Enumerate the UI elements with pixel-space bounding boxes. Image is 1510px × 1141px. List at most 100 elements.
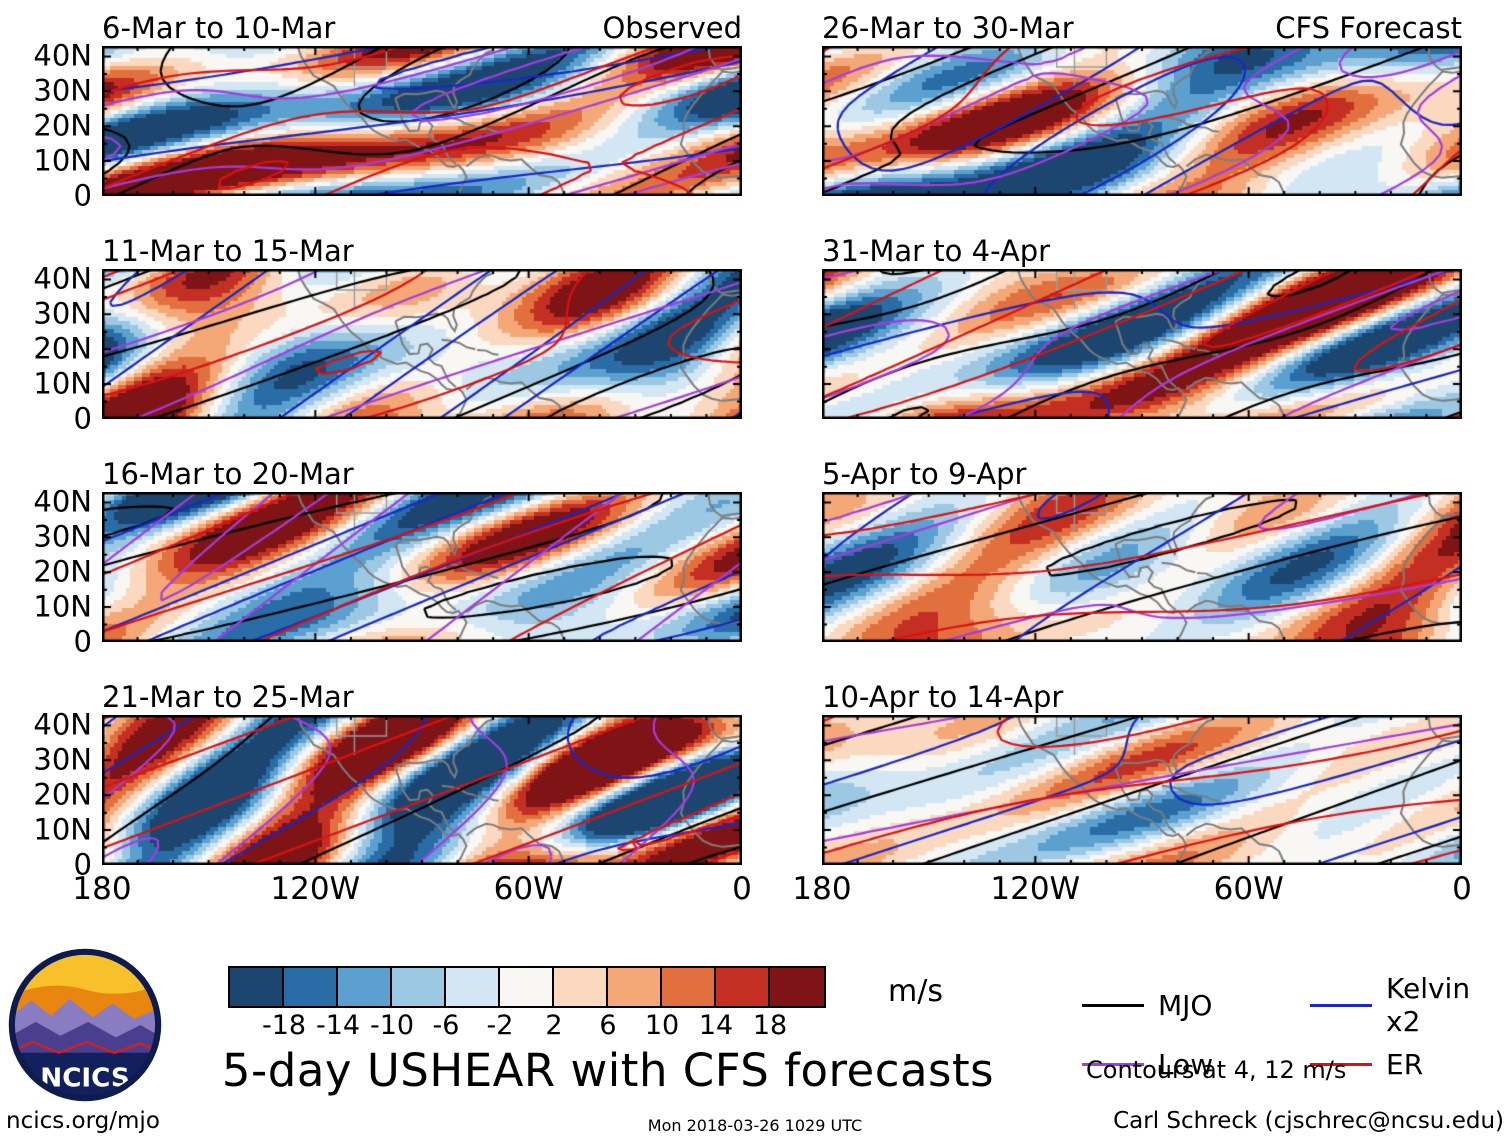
panel-title-row: 11-Mar to 15-Mar (102, 229, 742, 266)
panel-title: 31-Mar to 4-Apr (822, 234, 1051, 268)
footer-timestamp: Mon 2018-03-26 1029 UTC (647, 1116, 863, 1135)
y-axis-labels: 40N 30N 20N 10N 0 (24, 264, 102, 433)
panel-title-row: 26-Mar to 30-Mar CFS Forecast (822, 6, 1462, 43)
panel-title: 21-Mar to 25-Mar (102, 680, 354, 714)
contour-levels-note: Contours at 4, 12 m/s (1086, 1056, 1347, 1084)
x-tick-label: 60W (1213, 871, 1284, 907)
legend-item-mjo: MJO (1082, 972, 1310, 1038)
y-tick-label: 0 (73, 847, 92, 882)
colorbar-cell (662, 968, 716, 1006)
y-tick-label: 20N (33, 331, 92, 366)
map-plot (822, 46, 1462, 196)
logo-border (8, 948, 162, 1102)
legend-label-low: Low (1158, 1048, 1214, 1081)
contour-legend: MJO Kelvin x2 Low ER (1082, 972, 1510, 1081)
legend-item-er: ER (1310, 1048, 1510, 1081)
forecast-column: 26-Mar to 30-Mar CFS Forecast 31-Mar to 4-… (792, 6, 1471, 942)
colorbar-cell (230, 968, 284, 1006)
map-plot (822, 269, 1462, 419)
panel-title: 6-Mar to 10-Mar (102, 11, 336, 45)
y-tick-label: 10N (33, 143, 92, 178)
x-tick-label: 0 (732, 871, 752, 907)
low-line-swatch (1082, 1063, 1144, 1066)
colorbar-cell (446, 968, 500, 1006)
y-tick-label: 30N (33, 742, 92, 777)
y-tick-label: 10N (33, 812, 92, 847)
x-axis-labels: 180 120W 60W 0 (792, 865, 1471, 909)
colorbar-tick-label: -6 (432, 1010, 460, 1041)
colorbar-unit: m/s (888, 974, 943, 1009)
logo-red-ridge (12, 1040, 158, 1055)
y-axis-labels (806, 269, 822, 419)
panel-corner-tag: Observed (602, 11, 742, 45)
map-panel: 5-Apr to 9-Apr (806, 452, 1462, 642)
map-panel: 11-Mar to 15-Mar 40N 30N 20N 10N 0 (24, 229, 742, 433)
x-tick-label: 0 (1452, 871, 1472, 907)
map-plot (102, 46, 742, 196)
figure-title: 5-day USHEAR with CFS forecasts (221, 1044, 995, 1097)
map-plot (102, 715, 742, 865)
panel-title: 26-Mar to 30-Mar (822, 11, 1074, 45)
panel-title: 10-Apr to 14-Apr (822, 680, 1064, 714)
y-tick-label: 20N (33, 108, 92, 143)
map-canvas (102, 715, 742, 865)
map-plot (102, 269, 742, 419)
colorbar-cell (770, 968, 824, 1006)
colorbar-tick-label: 2 (545, 1010, 563, 1041)
y-tick-label: 40N (33, 38, 92, 73)
legend-label-mjo: MJO (1158, 988, 1213, 1022)
map-panel: 21-Mar to 25-Mar 40N 30N 20N 10N 0 180 120W 60W 0 (24, 675, 751, 909)
y-tick-label: 20N (33, 554, 92, 589)
panel-title-row: 31-Mar to 4-Apr (822, 229, 1462, 266)
colorbar (228, 966, 826, 1008)
map-canvas (102, 46, 742, 196)
colorbar-tick-labels: -18 -14 -10 -6 -2 2 6 10 14 18 (228, 1010, 828, 1042)
panel-title: 11-Mar to 15-Mar (102, 234, 354, 268)
panel-corner-tag: CFS Forecast (1275, 11, 1462, 45)
map-canvas (102, 269, 742, 419)
y-tick-label: 0 (73, 401, 92, 436)
colorbar-tick-label: 18 (752, 1010, 788, 1041)
y-axis-labels: 40N 30N 20N 10N 0 (24, 487, 102, 656)
colorbar-cell (392, 968, 446, 1006)
map-panel: 16-Mar to 20-Mar 40N 30N 20N 10N 0 (24, 452, 742, 656)
map-panel: 6-Mar to 10-Mar Observed 40N 30N 20N 10N 0 (24, 6, 742, 210)
observed-column: 6-Mar to 10-Mar Observed 40N 30N 20N 10N 0 11-M… (24, 6, 751, 942)
colorbar-cell (284, 968, 338, 1006)
y-tick-label: 40N (33, 261, 92, 296)
y-tick-label: 0 (73, 178, 92, 213)
er-line-swatch (1310, 1063, 1372, 1066)
colorbar-tick-label: 10 (644, 1010, 680, 1041)
colorbar-tick-label: 14 (698, 1010, 734, 1041)
colorbar-cell (338, 968, 392, 1006)
panels-grid: 6-Mar to 10-Mar Observed 40N 30N 20N 10N 0 11-M… (24, 6, 1471, 942)
panel-title-row: 21-Mar to 25-Mar (102, 675, 742, 712)
legend-item-kelvin: Kelvin x2 (1310, 972, 1510, 1038)
panel-title: 16-Mar to 20-Mar (102, 457, 354, 491)
y-tick-label: 30N (33, 296, 92, 331)
map-plot (822, 715, 1462, 865)
map-canvas (102, 492, 742, 642)
x-axis-labels: 180 120W 60W 0 (72, 865, 751, 909)
map-plot (822, 492, 1462, 642)
y-axis-labels (806, 492, 822, 642)
colorbar-tick-label: 6 (599, 1010, 617, 1041)
y-tick-label: 0 (73, 624, 92, 659)
ncics-logo: NCICS (8, 948, 162, 1102)
map-canvas (822, 269, 1462, 419)
panel-title-row: 10-Apr to 14-Apr (822, 675, 1462, 712)
y-tick-label: 40N (33, 707, 92, 742)
panel-title-row: 16-Mar to 20-Mar (102, 452, 742, 489)
colorbar-tick-label: -14 (315, 1010, 361, 1041)
legend-label-kelvin: Kelvin x2 (1386, 972, 1471, 1038)
y-tick-label: 10N (33, 589, 92, 624)
y-tick-label: 10N (33, 366, 92, 401)
logo-text: NCICS (40, 1064, 129, 1094)
x-tick-label: 120W (990, 871, 1081, 907)
footer-credit: Carl Schreck (cjschrec@ncsu.edu) (1113, 1108, 1504, 1134)
colorbar-tick-label: -18 (261, 1010, 307, 1041)
x-tick-label: 120W (270, 871, 361, 907)
y-tick-label: 30N (33, 73, 92, 108)
panel-title-row: 5-Apr to 9-Apr (822, 452, 1462, 489)
